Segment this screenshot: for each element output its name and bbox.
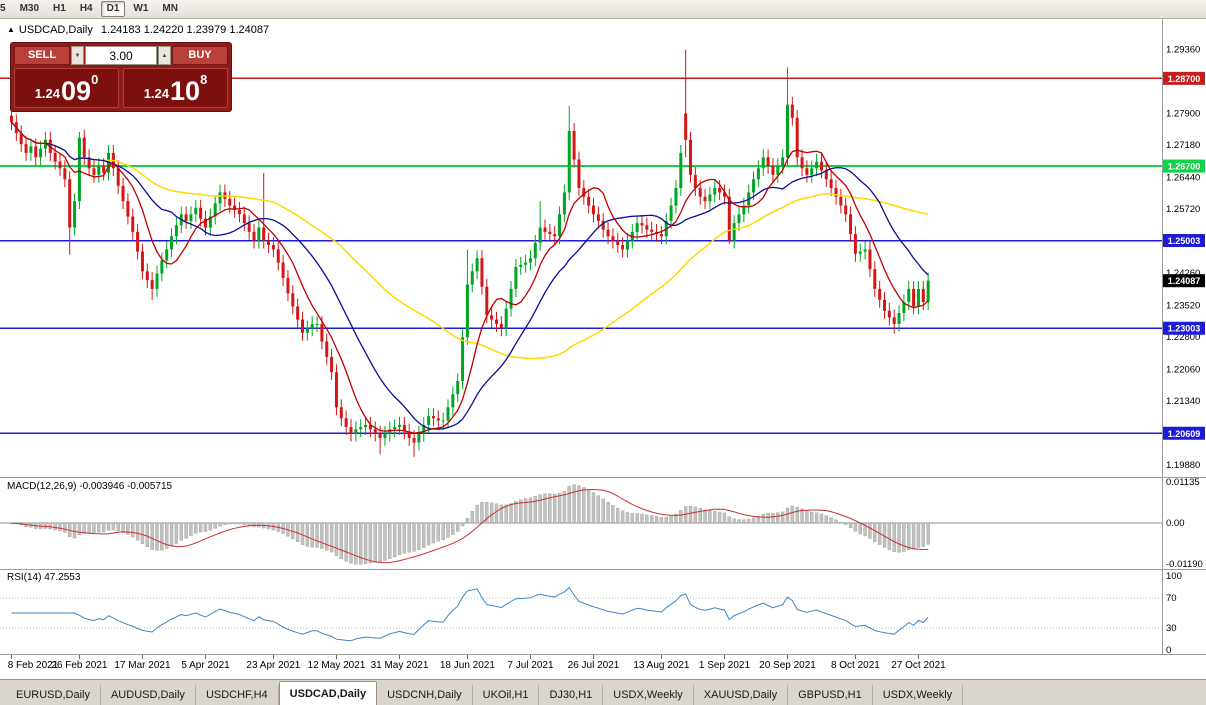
chart-tab-usdchf-h4[interactable]: USDCHF,H4 xyxy=(196,685,279,705)
timeframe-button-mn[interactable]: MN xyxy=(156,1,184,17)
svg-text:5 Apr 2021: 5 Apr 2021 xyxy=(181,660,230,671)
svg-text:1.21340: 1.21340 xyxy=(1166,396,1200,407)
svg-text:26 Jul 2021: 26 Jul 2021 xyxy=(568,660,620,671)
svg-text:1 Sep 2021: 1 Sep 2021 xyxy=(699,660,751,671)
svg-text:0: 0 xyxy=(1166,645,1171,656)
trade-controls-row: SELL ▼ ▲ BUY xyxy=(14,46,228,65)
timeframe-button-5[interactable]: 5 xyxy=(0,1,12,17)
svg-text:30: 30 xyxy=(1166,623,1177,634)
buy-price-prefix: 1.24 xyxy=(143,86,170,101)
timeframe-button-h4[interactable]: H4 xyxy=(74,1,99,17)
chart-tab-audusd-daily[interactable]: AUDUSD,Daily xyxy=(101,685,196,705)
sell-price-button[interactable]: 1.24 09 0 xyxy=(14,68,119,108)
chart-tab-usdx-weekly[interactable]: USDX,Weekly xyxy=(873,685,964,705)
chart-tab-xauusd-daily[interactable]: XAUUSD,Daily xyxy=(694,685,789,705)
chart-tab-usdcnh-daily[interactable]: USDCNH,Daily xyxy=(377,685,473,705)
timeframe-button-h1[interactable]: H1 xyxy=(47,1,72,17)
timeframe-buttons: 5 M30 H1 H4 D1 W1 MN xyxy=(0,1,185,17)
svg-text:27 Oct 2021: 27 Oct 2021 xyxy=(891,660,946,671)
svg-text:1.27180: 1.27180 xyxy=(1166,140,1200,151)
volume-decrease-button[interactable]: ▼ xyxy=(71,46,84,65)
svg-text:7 Jul 2021: 7 Jul 2021 xyxy=(507,660,554,671)
chart-tab-usdcad-daily[interactable]: USDCAD,Daily xyxy=(278,681,378,705)
svg-text:8 Oct 2021: 8 Oct 2021 xyxy=(831,660,880,671)
timeframe-button-d1[interactable]: D1 xyxy=(100,1,126,17)
sell-price-point: 0 xyxy=(91,72,99,87)
svg-text:70: 70 xyxy=(1166,593,1177,604)
timeframe-toolbar: 5 M30 H1 H4 D1 W1 MN xyxy=(0,0,1206,19)
trade-prices-row: 1.24 09 0 1.24 10 8 xyxy=(14,68,228,108)
chart-ohlc-values: 1.24183 1.24220 1.23979 1.24087 xyxy=(100,24,270,36)
svg-text:1.23003: 1.23003 xyxy=(1168,324,1201,334)
sell-button[interactable]: SELL xyxy=(14,46,70,65)
svg-text:1.25003: 1.25003 xyxy=(1168,236,1201,246)
chart-tab-gbpusd-h1[interactable]: GBPUSD,H1 xyxy=(788,685,873,705)
svg-text:17 Mar 2021: 17 Mar 2021 xyxy=(114,660,171,671)
chart-tab-bar: EURUSD,Daily AUDUSD,Daily USDCHF,H4 USDCAD,… xyxy=(0,679,1206,705)
svg-text:13 Aug 2021: 13 Aug 2021 xyxy=(633,660,690,671)
svg-text:1.24087: 1.24087 xyxy=(1168,276,1201,286)
sell-price-pips: 09 xyxy=(61,76,92,106)
svg-text:1.24260: 1.24260 xyxy=(1166,268,1200,279)
svg-text:1.27900: 1.27900 xyxy=(1166,108,1200,119)
buy-price-pips: 10 xyxy=(170,76,201,106)
svg-text:20 Sep 2021: 20 Sep 2021 xyxy=(759,660,816,671)
svg-text:-0.01190: -0.01190 xyxy=(1166,559,1203,570)
chart-symbol-label: USDCAD,Daily xyxy=(18,24,93,36)
svg-text:1.20609: 1.20609 xyxy=(1168,429,1201,439)
buy-price-button[interactable]: 1.24 10 8 xyxy=(123,68,228,108)
svg-text:1.23520: 1.23520 xyxy=(1166,301,1200,312)
chart-tab-ukoil-h1[interactable]: UKOil,H1 xyxy=(473,685,540,705)
volume-increase-button[interactable]: ▲ xyxy=(158,46,171,65)
svg-text:0.00: 0.00 xyxy=(1166,518,1185,529)
svg-text:1.19880: 1.19880 xyxy=(1166,460,1200,471)
svg-text:1.26440: 1.26440 xyxy=(1166,172,1200,183)
svg-text:1.22800: 1.22800 xyxy=(1166,332,1200,343)
svg-text:23 Apr 2021: 23 Apr 2021 xyxy=(246,660,300,671)
timeframe-button-w1[interactable]: W1 xyxy=(127,1,154,17)
macd-indicator-label: MACD(12,26,9) -0.003946 -0.005715 xyxy=(7,481,173,492)
timeframe-button-m30[interactable]: M30 xyxy=(14,1,45,17)
svg-text:8 Feb 2021: 8 Feb 2021 xyxy=(8,660,59,671)
buy-price-point: 8 xyxy=(200,72,208,87)
chart-tab-eurusd-daily[interactable]: EURUSD,Daily xyxy=(6,685,101,705)
chart-header: ▲ USDCAD,Daily 1.24183 1.24220 1.23979 1.2… xyxy=(7,24,269,36)
svg-text:1.29360: 1.29360 xyxy=(1166,44,1200,55)
svg-text:26 Feb 2021: 26 Feb 2021 xyxy=(51,660,108,671)
chart-marker-icon[interactable]: ▲ xyxy=(7,25,15,34)
svg-text:100: 100 xyxy=(1166,571,1182,582)
chart-tab-dj30-h1[interactable]: DJ30,H1 xyxy=(539,685,604,705)
buy-button[interactable]: BUY xyxy=(172,46,228,65)
svg-text:0.01135: 0.01135 xyxy=(1166,477,1200,488)
svg-text:1.26700: 1.26700 xyxy=(1168,162,1201,172)
volume-input[interactable] xyxy=(85,46,157,65)
svg-text:1.28700: 1.28700 xyxy=(1168,74,1201,84)
svg-text:31 May 2021: 31 May 2021 xyxy=(371,660,429,671)
svg-text:12 May 2021: 12 May 2021 xyxy=(308,660,366,671)
svg-text:1.25720: 1.25720 xyxy=(1166,204,1200,215)
chart-tab-usdx-weekly[interactable]: USDX,Weekly xyxy=(603,685,694,705)
svg-text:1.22060: 1.22060 xyxy=(1166,365,1200,376)
sell-price-prefix: 1.24 xyxy=(34,86,61,101)
svg-text:18 Jun 2021: 18 Jun 2021 xyxy=(440,660,495,671)
rsi-indicator-label: RSI(14) 47.2553 xyxy=(7,572,81,583)
